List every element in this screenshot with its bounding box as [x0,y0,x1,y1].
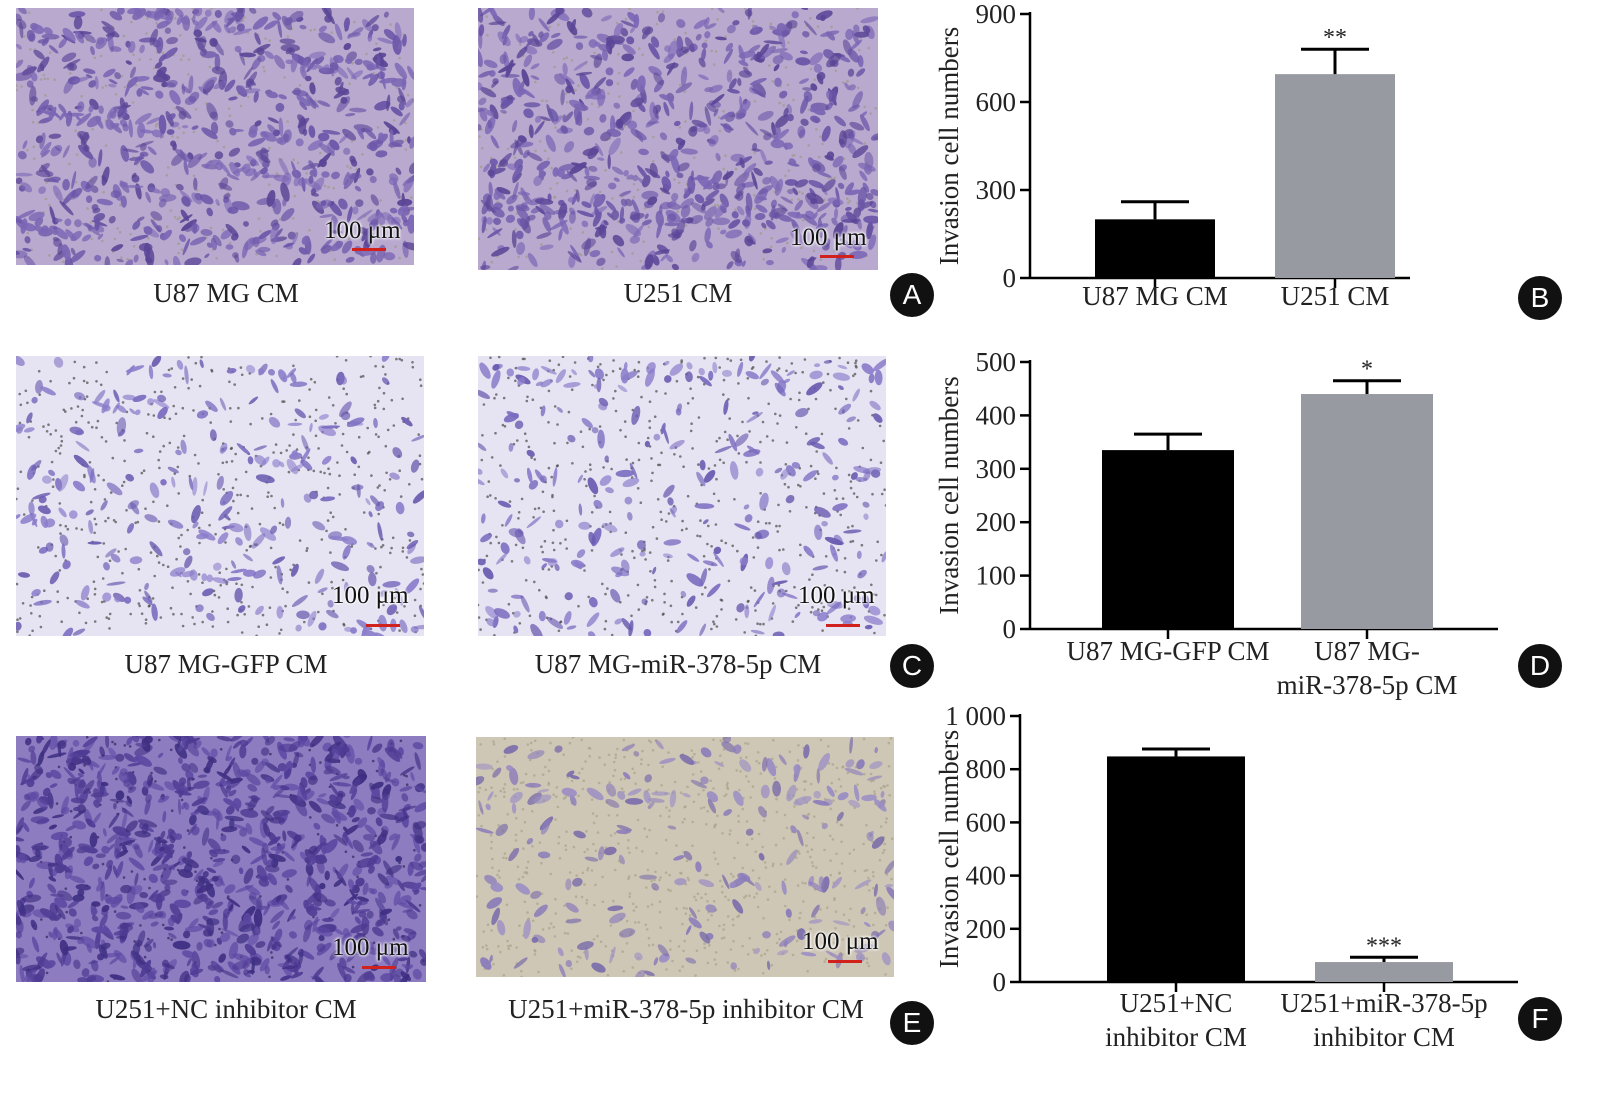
x-tick-label: U87 MG- [1314,636,1420,666]
scale-label: 100 μm [798,582,875,609]
caption-u251-mir378-inhibitor-cm: U251+miR-378-5p inhibitor CM [508,994,864,1024]
micrograph-u87mg-gfp-cm [16,356,424,636]
x-tick-label: U87 MG CM [1082,281,1228,311]
y-tick-label: 600 [966,807,1007,837]
panel-badge-c: C [890,644,934,688]
panel-badge-d: D [1518,644,1562,688]
bar-chart-b: 0 300 600 900 Invasion cell numbers U87 MG CM… [934,0,1410,311]
y-axis-label: Invasion cell numbers [934,376,964,614]
micrograph-u87mg-cm [16,8,414,265]
micrograph-u251-nc-inhibitor-cm [16,736,426,982]
y-tick-label: 400 [976,400,1017,430]
y-tick-label: 1 000 [945,701,1006,731]
bar-chart-d: 0 100 200 300 400 500 Invasion cell numbers U87… [934,347,1498,700]
y-tick-label: 800 [966,754,1007,784]
scale-label: 100 μm [332,582,409,609]
y-tick-label: 0 [1003,614,1017,644]
scale-bar [362,966,396,969]
caption-u251-cm: U251 CM [623,278,733,308]
y-tick-label: 100 [976,561,1017,591]
significance-label: * [1361,357,1373,383]
bar [1315,962,1453,982]
scale-bar [366,624,400,627]
x-tick-label: U87 MG-GFP CM [1066,636,1269,666]
micrograph-u251-mir378-inhibitor-cm [476,737,894,977]
scale-bar [820,255,854,258]
scale-label: 100 μm [802,928,879,955]
panel-badge-b: B [1518,276,1562,320]
y-axis-label: Invasion cell numbers [934,730,964,968]
x-tick-label: U251 CM [1281,281,1390,311]
caption-u251-nc-inhibitor-cm: U251+NC inhibitor CM [95,994,357,1024]
bar [1102,450,1234,629]
bar [1301,394,1433,629]
y-tick-label: 900 [976,0,1017,29]
bar [1107,756,1245,982]
significance-label: ** [1323,25,1347,51]
scale-bar [826,624,860,627]
x-tick-label: U251+miR-378-5p [1280,988,1487,1018]
panel-badge-f: F [1518,997,1562,1041]
y-tick-label: 500 [976,347,1017,377]
micrograph-u251-cm [478,8,878,270]
caption-u87mg-cm: U87 MG CM [153,278,299,308]
y-axis-label: Invasion cell numbers [934,27,964,265]
x-tick-label: U251+NC [1120,988,1233,1018]
scale-bar [352,248,386,251]
panel-badge-a: A [890,273,934,317]
y-tick-label: 0 [1003,263,1017,293]
scale-label: 100 μm [324,217,401,244]
y-tick-label: 200 [966,914,1007,944]
bar [1095,219,1215,278]
scale-bar [828,960,862,963]
x-tick-label: inhibitor CM [1313,1022,1455,1052]
x-tick-label: inhibitor CM [1105,1022,1247,1052]
y-tick-label: 300 [976,175,1017,205]
caption-u87mg-gfp-cm: U87 MG-GFP CM [124,649,328,679]
panel-badge-e: E [890,1001,934,1045]
y-tick-label: 600 [976,87,1017,117]
scale-label: 100 μm [790,224,867,251]
bar [1275,74,1395,278]
y-tick-label: 200 [976,507,1017,537]
significance-label: *** [1366,933,1402,959]
y-tick-label: 300 [976,454,1017,484]
y-tick-label: 0 [993,967,1007,997]
caption-u87mg-mir378-cm: U87 MG-miR-378-5p CM [534,649,822,679]
micrograph-u87mg-mir378-cm [478,356,886,636]
y-tick-label: 400 [966,861,1007,891]
x-tick-label: miR-378-5p CM [1277,670,1458,700]
scale-label: 100 μm [332,934,409,961]
